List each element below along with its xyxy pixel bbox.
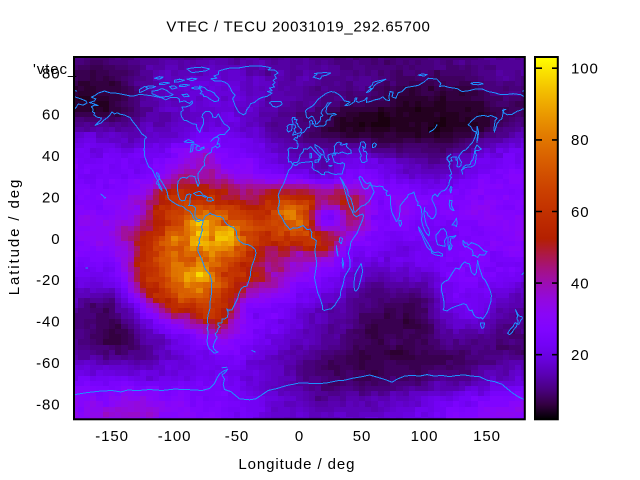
svg-text:40: 40 bbox=[571, 275, 590, 292]
svg-text:-50: -50 bbox=[225, 428, 249, 445]
svg-text:Latitude / deg: Latitude / deg bbox=[6, 178, 23, 296]
svg-text:80: 80 bbox=[571, 132, 590, 149]
svg-text:'vtec_: 'vtec_ bbox=[33, 61, 77, 78]
svg-text:60: 60 bbox=[571, 204, 590, 221]
svg-text:-20: -20 bbox=[36, 272, 60, 289]
svg-text:80: 80 bbox=[42, 65, 61, 82]
svg-text:Longitude / deg: Longitude / deg bbox=[238, 456, 355, 473]
svg-text:VTEC / TECU 20031019_292.65700: VTEC / TECU 20031019_292.65700 bbox=[166, 19, 430, 36]
svg-text:-60: -60 bbox=[36, 355, 60, 372]
svg-text:-80: -80 bbox=[36, 396, 60, 413]
svg-text:150: 150 bbox=[473, 428, 501, 445]
svg-text:-40: -40 bbox=[36, 314, 60, 331]
svg-text:20: 20 bbox=[42, 189, 61, 206]
svg-text:-150: -150 bbox=[95, 428, 129, 445]
svg-text:50: 50 bbox=[353, 428, 372, 445]
svg-text:100: 100 bbox=[411, 428, 439, 445]
svg-text:100: 100 bbox=[571, 61, 599, 78]
svg-text:0: 0 bbox=[295, 428, 304, 445]
svg-text:60: 60 bbox=[42, 107, 61, 124]
svg-text:20: 20 bbox=[571, 347, 590, 364]
svg-text:-100: -100 bbox=[158, 428, 192, 445]
svg-text:40: 40 bbox=[42, 148, 61, 165]
svg-text:0: 0 bbox=[51, 231, 60, 248]
